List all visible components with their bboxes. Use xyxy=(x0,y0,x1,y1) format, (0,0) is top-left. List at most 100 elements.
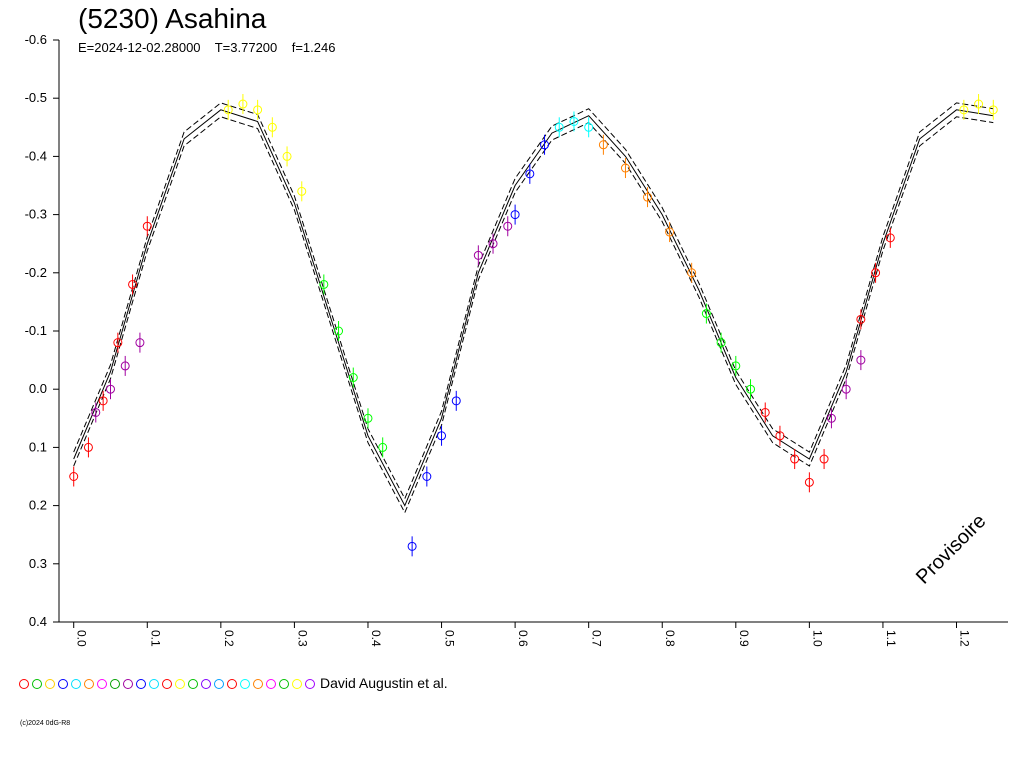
legend-symbol xyxy=(201,679,211,689)
data-point xyxy=(974,99,984,109)
x-tick-label: 0.8 xyxy=(663,630,677,647)
legend-symbol xyxy=(149,679,159,689)
data-point xyxy=(856,314,866,324)
y-tick-label: -0.4 xyxy=(25,148,47,163)
data-point xyxy=(297,186,307,196)
x-tick-label: 0.0 xyxy=(75,630,89,647)
data-point xyxy=(643,192,653,202)
x-tick-label: 0.5 xyxy=(443,630,457,647)
data-point xyxy=(804,477,814,487)
legend-symbol xyxy=(292,679,302,689)
data-point xyxy=(731,361,741,371)
data-point xyxy=(584,122,594,132)
y-tick-label: -0.3 xyxy=(25,207,47,222)
legend-symbol xyxy=(123,679,133,689)
legend-symbol xyxy=(58,679,68,689)
fit-curve xyxy=(73,102,994,500)
data-point xyxy=(871,268,881,278)
data-point xyxy=(223,105,233,115)
data-point xyxy=(128,279,138,289)
legend-symbol xyxy=(136,679,146,689)
y-tick-label: 0.4 xyxy=(29,614,47,629)
legend-symbol xyxy=(305,679,315,689)
data-point xyxy=(687,268,697,278)
data-point xyxy=(775,431,785,441)
y-tick-label: -0.1 xyxy=(25,323,47,338)
x-tick-label: 1.0 xyxy=(810,630,824,647)
y-tick-label: -0.6 xyxy=(25,32,47,47)
legend-symbol xyxy=(253,679,263,689)
y-tick-label: 0.3 xyxy=(29,556,47,571)
x-tick-label: 0.3 xyxy=(295,630,309,647)
data-point xyxy=(554,122,564,132)
x-tick-label: 1.2 xyxy=(958,630,972,647)
data-point xyxy=(267,122,277,132)
x-tick-label: 1.1 xyxy=(884,630,898,647)
legend-symbol xyxy=(240,679,250,689)
data-point xyxy=(503,221,513,231)
legend-symbol xyxy=(279,679,289,689)
x-tick-label: 0.1 xyxy=(148,630,162,647)
data-point xyxy=(135,338,145,348)
data-point xyxy=(69,472,79,481)
legend-symbol xyxy=(110,679,120,689)
y-tick-label: 0.0 xyxy=(29,381,47,396)
y-tick-label: 0.1 xyxy=(29,439,47,454)
data-point xyxy=(348,373,358,383)
x-tick-label: 0.2 xyxy=(222,630,236,647)
data-point xyxy=(451,396,461,406)
data-point xyxy=(716,338,726,348)
data-point xyxy=(540,140,550,150)
data-point xyxy=(83,442,93,452)
data-point xyxy=(105,384,115,394)
data-point xyxy=(422,472,432,481)
legend-symbols xyxy=(19,679,315,689)
data-point xyxy=(120,361,130,371)
data-point xyxy=(282,151,292,161)
y-tick-label: -0.2 xyxy=(25,265,47,280)
y-tick-label: -0.5 xyxy=(25,90,47,105)
legend-symbol xyxy=(45,679,55,689)
data-point xyxy=(510,210,520,220)
x-tick-label: 0.7 xyxy=(590,630,604,647)
chart-subtitle: E=2024-12-02.28000 T=3.77200 f=1.246 xyxy=(78,40,336,55)
y-tick-label: 0.2 xyxy=(29,498,47,513)
data-point xyxy=(819,454,829,464)
data-point xyxy=(319,279,329,289)
data-point xyxy=(525,169,535,179)
data-point xyxy=(598,140,608,150)
data-point xyxy=(407,541,417,551)
data-point xyxy=(91,407,101,417)
data-point xyxy=(790,454,800,464)
data-point xyxy=(959,105,969,115)
chart-title: (5230) Asahina xyxy=(78,3,267,34)
lightcurve-plot: -0.6 -0.5 -0.4 -0.3 -0.2 -0.1 0.0 0.1 0.2 0.3 0.4 0… xyxy=(25,32,1008,647)
legend-symbol xyxy=(188,679,198,689)
data-point xyxy=(473,250,483,260)
legend-text: David Augustin et al. xyxy=(320,675,448,691)
legend-symbol xyxy=(266,679,276,689)
data-point xyxy=(988,105,998,115)
legend-symbol xyxy=(71,679,81,689)
copyright-text: (c)2024 0dG-R8 xyxy=(20,720,71,727)
data-point xyxy=(569,116,579,126)
legend-symbol xyxy=(84,679,94,689)
data-point xyxy=(437,431,447,441)
data-point xyxy=(746,384,756,394)
legend-symbol xyxy=(19,679,29,689)
fit-curve xyxy=(73,109,994,507)
x-tick-label: 0.9 xyxy=(737,630,751,647)
data-point xyxy=(363,413,373,423)
legend-symbol xyxy=(97,679,107,689)
legend-symbol xyxy=(175,679,185,689)
data-point xyxy=(665,227,675,237)
data-point xyxy=(488,239,498,249)
data-point xyxy=(760,407,770,417)
data-point xyxy=(98,396,108,406)
data-point xyxy=(885,233,895,243)
data-point xyxy=(856,355,866,365)
fit-curve xyxy=(73,116,994,514)
data-point xyxy=(378,442,388,452)
x-tick-label: 0.6 xyxy=(516,630,530,647)
data-point xyxy=(253,105,263,115)
